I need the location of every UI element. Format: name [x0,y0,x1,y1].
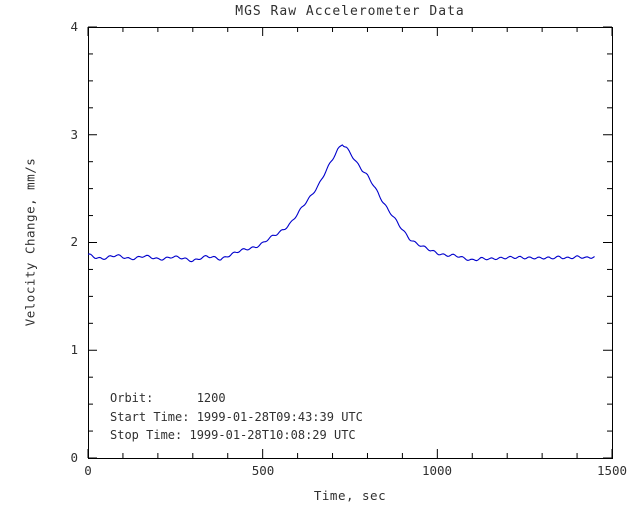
x-tick-label-500: 500 [251,463,275,478]
x-tick-label-1000: 1000 [421,463,453,478]
y-tick-label-0: 0 [70,450,78,465]
y-tick-label-3: 3 [70,127,78,142]
x-tick-label-1500: 1500 [596,463,628,478]
annotation-stop-time: Stop Time: 1999-01-28T10:08:29 UTC [110,428,356,443]
x-axis-label: Time, sec [313,488,387,503]
y-tick-label-2: 2 [70,234,78,249]
chart-title: MGS Raw Accelerometer Data [235,4,465,19]
y-tick-label-1: 1 [70,342,78,357]
annotation-start-time: Start Time: 1999-01-28T09:43:39 UTC [110,409,363,424]
x-tick-label-0: 0 [84,463,92,478]
y-tick-label-4: 4 [70,19,78,34]
annotation-orbit: Orbit: 1200 [110,391,226,405]
y-axis-label: Velocity Change, mm/s [22,157,38,327]
annotation-block: Orbit: 1200 Start Time: 1999-01-28T09:43… [110,389,363,445]
